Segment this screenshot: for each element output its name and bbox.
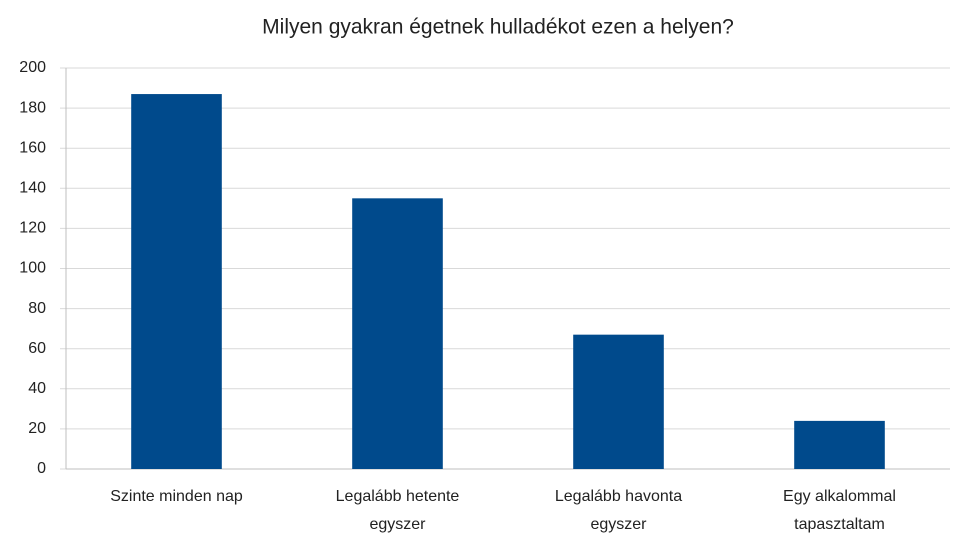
y-tick-label: 60 [28,340,46,357]
y-tick-label: 180 [19,99,46,116]
y-tick-label: 40 [28,380,46,397]
y-tick-label: 160 [19,139,46,156]
bar [573,334,664,469]
y-tick-label: 100 [19,260,46,277]
bar [131,94,222,469]
bar [352,198,443,469]
x-tick-label: Legalább havonta egyszer [554,488,683,533]
y-tick-label: 120 [19,220,46,237]
y-tick-label: 80 [28,300,46,317]
bar [794,420,885,469]
x-tick-label: Egy alkalommal tapasztaltam [783,488,896,533]
chart-title: Milyen gyakran égetnek hulladékot ezen a… [262,16,734,39]
y-tick-label: 200 [19,59,46,76]
y-tick-label: 140 [19,180,46,197]
y-tick-label: 0 [37,460,46,477]
y-tick-label: 20 [28,420,46,437]
x-tick-label: Legalább hetente egyszer [335,488,460,533]
x-tick-label: Szinte minden nap [110,488,243,505]
